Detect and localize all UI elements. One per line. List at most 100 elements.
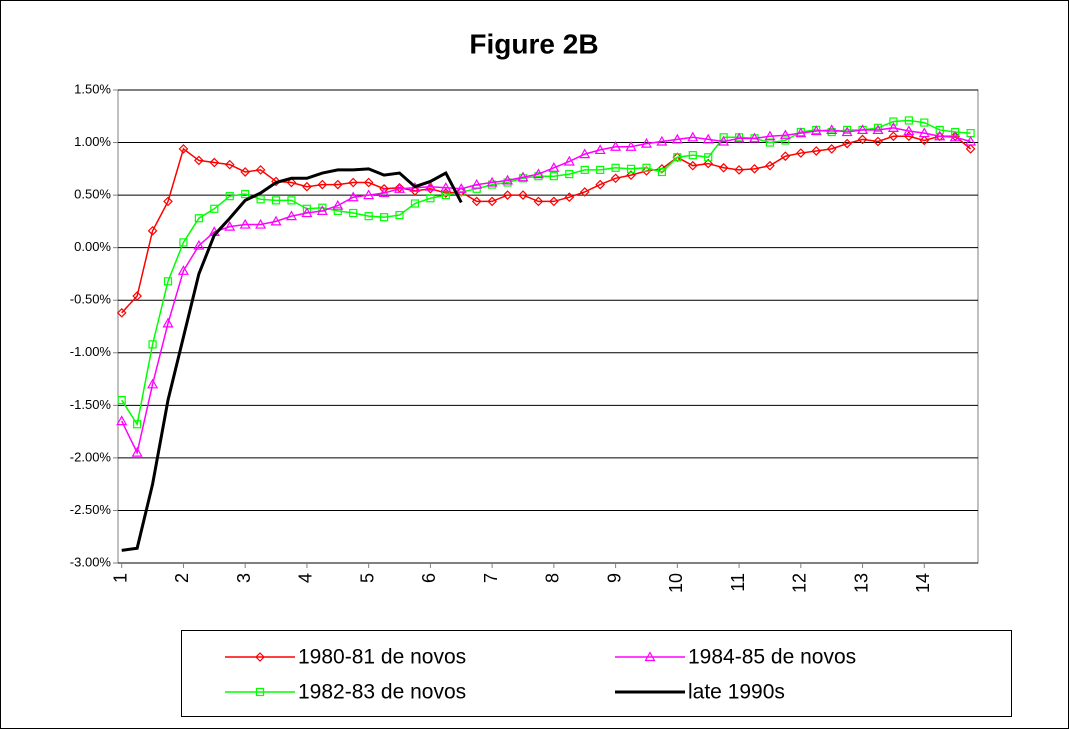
y-tick-label: -2.00%	[70, 449, 112, 464]
point-marker	[580, 165, 589, 174]
point-marker	[687, 131, 699, 142]
y-tick-label: -1.00%	[70, 344, 112, 359]
legend	[181, 630, 1012, 717]
point-marker	[178, 144, 189, 154]
point-marker	[317, 179, 328, 190]
x-tick-label: 7	[481, 573, 501, 583]
point-marker	[565, 169, 574, 179]
point-marker	[765, 138, 775, 147]
y-tick-label: 0.00%	[74, 239, 111, 254]
point-marker	[702, 133, 714, 144]
point-marker	[657, 163, 667, 174]
point-marker	[594, 144, 606, 155]
point-marker	[163, 196, 173, 207]
point-marker	[471, 178, 483, 189]
point-marker	[611, 163, 620, 172]
point-marker	[920, 118, 929, 127]
point-marker	[287, 196, 296, 205]
x-tick-label: 5	[357, 573, 377, 583]
point-marker	[364, 212, 373, 221]
point-marker	[951, 127, 960, 137]
series-line	[121, 167, 463, 552]
point-marker	[333, 206, 342, 215]
point-marker	[795, 148, 806, 158]
legend-marker	[644, 651, 656, 662]
point-marker	[671, 133, 683, 144]
point-marker	[888, 131, 899, 142]
x-tick-label: 4	[296, 573, 316, 583]
point-marker	[640, 137, 652, 148]
point-marker	[316, 205, 328, 215]
x-tick-label: 13	[851, 573, 871, 593]
legend-label: late 1990s	[688, 681, 785, 704]
point-marker	[826, 124, 838, 135]
point-marker	[549, 172, 558, 181]
point-marker	[857, 134, 868, 145]
legend-label: 1982-83 de novos	[298, 681, 466, 704]
point-marker	[163, 277, 173, 286]
point-marker	[841, 126, 853, 137]
point-marker	[918, 127, 930, 138]
point-marker	[209, 157, 220, 168]
y-tick-label: -1.50%	[70, 397, 112, 412]
point-marker	[332, 199, 344, 210]
point-marker	[904, 116, 913, 125]
y-tick-label: 0.50%	[74, 187, 111, 202]
point-marker	[210, 204, 219, 213]
point-marker	[781, 136, 790, 145]
point-marker	[255, 218, 267, 229]
point-marker	[349, 208, 358, 218]
legend-marker	[255, 687, 265, 697]
point-marker	[518, 190, 528, 200]
point-marker	[733, 132, 745, 143]
legend-label: 1980-81 de novos	[298, 646, 466, 669]
point-marker	[965, 135, 977, 146]
point-marker	[301, 207, 313, 218]
point-marker	[224, 159, 235, 170]
point-marker	[656, 135, 668, 146]
point-marker	[379, 213, 389, 222]
point-marker	[133, 420, 142, 429]
point-marker	[704, 153, 713, 162]
point-marker	[116, 415, 128, 426]
point-marker	[286, 177, 297, 188]
point-marker	[873, 136, 883, 147]
point-marker	[225, 192, 234, 201]
point-marker	[548, 162, 560, 172]
point-marker	[579, 148, 591, 159]
plot-area	[117, 89, 979, 564]
point-marker	[949, 131, 961, 142]
point-marker	[270, 215, 282, 226]
point-marker	[177, 265, 189, 275]
point-marker	[703, 158, 714, 169]
point-marker	[795, 127, 807, 138]
point-marker	[517, 171, 529, 182]
point-marker	[147, 226, 158, 236]
point-marker	[889, 117, 898, 126]
point-marker	[131, 446, 143, 457]
point-marker	[549, 196, 559, 207]
x-tick-label: 11	[728, 573, 748, 592]
point-marker	[486, 176, 498, 187]
point-marker	[179, 238, 188, 247]
point-marker	[194, 155, 204, 166]
point-marker	[162, 317, 174, 328]
point-marker	[749, 163, 760, 174]
point-marker	[471, 196, 482, 207]
point-marker	[117, 395, 126, 405]
x-tick-label: 12	[790, 573, 810, 593]
point-marker	[487, 196, 497, 207]
point-marker	[934, 130, 946, 141]
point-marker	[765, 160, 775, 171]
point-marker	[455, 183, 467, 193]
point-marker	[285, 210, 298, 221]
point-marker	[872, 124, 884, 135]
point-marker	[332, 179, 343, 190]
point-marker	[673, 153, 682, 162]
x-tick-label: 1	[110, 573, 130, 583]
x-tick-label: 9	[604, 573, 624, 583]
y-tick-label: 1.50%	[74, 81, 111, 96]
point-marker	[271, 196, 281, 205]
point-marker	[935, 125, 944, 135]
